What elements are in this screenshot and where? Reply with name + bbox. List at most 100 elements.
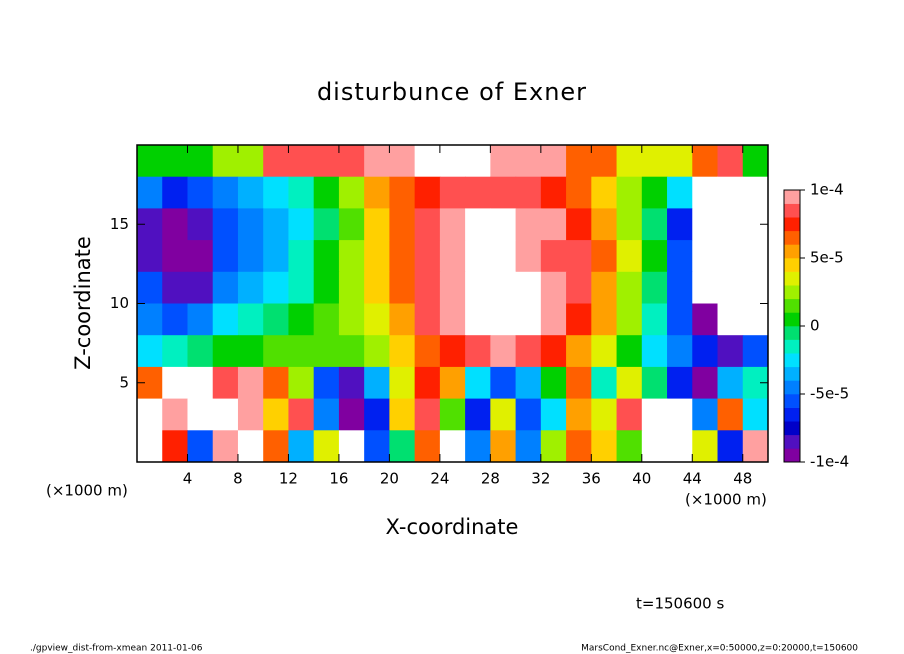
contour-cell [313,335,340,368]
contour-cell [137,271,163,304]
contour-cell [212,335,239,368]
contour-cell [389,145,416,178]
contour-cell [717,430,744,463]
contour-cell [465,335,491,368]
colorbar-swatch [784,326,800,340]
contour-cell [263,176,289,209]
contour-cell [667,145,693,178]
contour-cell [641,208,668,241]
contour-cell [717,366,744,400]
contour-cell [263,145,289,178]
contour-cell [439,398,466,431]
colorbar-swatch [784,407,800,422]
x-unit-label: (×1000 m) [685,491,767,509]
contour-cell [667,398,693,431]
contour-cell [187,398,214,431]
contour-cell [591,176,618,209]
contour-cell [364,208,390,241]
colorbar-swatch [784,434,800,449]
contour-cell [540,430,567,463]
contour-cell [490,366,517,400]
contour-cell [137,240,163,273]
contour-cell [641,303,668,336]
contour-cell [212,240,239,273]
y-tick-label: 10 [110,294,129,312]
contour-cell [641,145,668,178]
contour-cell [515,208,542,241]
contour-cell [439,176,466,209]
contour-cell [313,303,340,336]
contour-cell [616,176,643,209]
contour-cell [692,271,719,304]
contour-cell [389,176,416,209]
contour-cell [490,398,517,431]
contour-cell [566,398,592,431]
contour-cell [162,335,188,368]
contour-cell [742,303,769,336]
contour-cell [288,145,315,178]
x-tick-label: 16 [329,470,348,488]
y-tick-label: 5 [119,373,129,391]
contour-cell [313,176,340,209]
colorbar-swatch [784,258,800,272]
contour-cell [641,176,668,209]
contour-cell [742,430,769,463]
colorbar-swatch [784,339,800,354]
contour-cell [338,145,365,178]
contour-cell [313,398,340,431]
contour-cell [212,208,239,241]
contour-cell [263,271,289,304]
y-tick-label: 15 [110,215,129,233]
contour-cell [540,398,567,431]
contour-cell [187,335,214,368]
contour-cell [288,208,315,241]
contour-cell [566,240,592,273]
contour-cell [692,145,719,178]
contour-cell [692,176,719,209]
contour-cell [137,145,163,178]
contour-cell [338,430,365,463]
contour-cell [641,430,668,463]
colorbar-tick-label: -1e-4 [810,453,849,471]
contour-cell [515,335,542,368]
contour-cell [667,176,693,209]
contour-cell [237,145,264,178]
footer-left: ./gpview_dist-from-xmean 2011-01-06 [30,644,203,654]
contour-cell [667,335,693,368]
contour-cell [540,335,567,368]
contour-cell [515,176,542,209]
contour-cell [465,240,491,273]
colorbar-swatch [784,312,800,327]
contour-cell [717,335,744,368]
contour-cell [338,176,365,209]
contour-cell [742,398,769,431]
colorbar-swatch [784,285,800,300]
contour-cell [414,208,441,241]
contour-cell [338,208,365,241]
contour-cell [162,208,188,241]
contour-cell [566,145,592,178]
contour-cell [237,176,264,209]
contour-cell [414,398,441,431]
contour-cell [742,145,769,178]
contour-cell [313,366,340,400]
contour-cell [288,398,315,431]
contour-cell [591,398,618,431]
contour-cell [439,366,466,400]
contour-cell [540,271,567,304]
contour-cell [566,303,592,336]
contour-cell [616,430,643,463]
x-unit-label: (×1000 m) [46,482,128,500]
contour-cell [237,208,264,241]
contour-cell [389,398,416,431]
contour-cell [515,145,542,178]
contour-cell [641,335,668,368]
contour-cell [717,303,744,336]
contour-cell [616,303,643,336]
contour-cell [313,271,340,304]
x-tick-label: 8 [233,470,243,488]
y-axis-label: Z-coordinate [71,236,95,370]
contour-cell [338,240,365,273]
contour-cell [162,303,188,336]
contour-cell [338,366,365,400]
